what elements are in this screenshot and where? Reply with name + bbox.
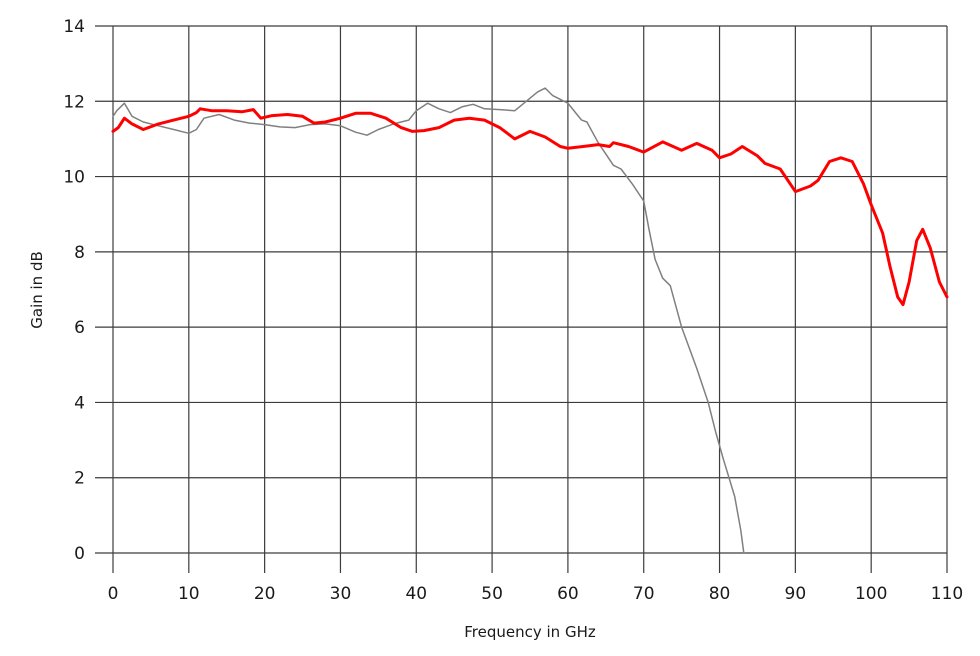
x-tick-label: 70 <box>633 584 655 604</box>
red-trace-line <box>111 107 949 307</box>
y-axis-label: Gain in dB <box>28 251 46 329</box>
y-tick-label: 0 <box>74 544 85 564</box>
y-tick-label: 2 <box>74 469 85 489</box>
x-axis-label: Frequency in GHz <box>464 623 596 641</box>
y-tick-label: 14 <box>63 17 85 37</box>
x-tick-label: 30 <box>330 584 352 604</box>
y-tick-label: 10 <box>63 168 85 188</box>
x-tick-label: 0 <box>108 584 119 604</box>
gray-trace-line <box>112 87 745 554</box>
data-series <box>111 87 949 554</box>
grid-lines <box>95 25 948 573</box>
x-tick-label: 100 <box>855 584 887 604</box>
y-tick-label: 6 <box>74 318 85 338</box>
x-tick-label: 60 <box>557 584 579 604</box>
x-tick-label: 20 <box>254 584 276 604</box>
x-axis-ticks: 0 10 20 30 40 50 60 70 80 90 100 110 <box>108 584 964 604</box>
x-tick-label: 40 <box>405 584 427 604</box>
y-axis-ticks: 0 2 4 6 8 10 12 14 <box>63 17 85 564</box>
y-tick-label: 12 <box>63 92 85 112</box>
x-tick-label: 90 <box>785 584 807 604</box>
x-tick-label: 10 <box>178 584 200 604</box>
x-tick-label: 80 <box>709 584 731 604</box>
y-tick-label: 8 <box>74 243 85 263</box>
y-tick-label: 4 <box>74 393 85 413</box>
x-tick-label: 50 <box>481 584 503 604</box>
x-tick-label: 110 <box>931 584 963 604</box>
